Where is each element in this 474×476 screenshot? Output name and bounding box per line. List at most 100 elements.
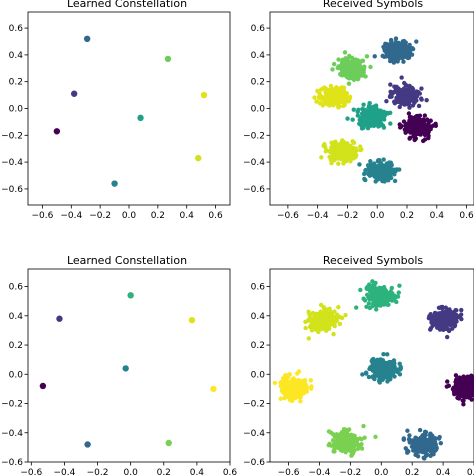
received-symbol	[361, 125, 366, 130]
received-symbol	[428, 326, 434, 331]
x-tick-label: 0.6	[208, 211, 223, 221]
symbol-cluster	[384, 75, 429, 110]
axes-frame	[269, 268, 474, 463]
received-symbol	[353, 146, 359, 151]
received-symbol	[440, 306, 445, 312]
received-symbol	[378, 121, 384, 126]
constellation-point	[200, 91, 208, 99]
received-symbol	[431, 451, 436, 457]
constellation-point	[70, 90, 78, 97]
received-symbol	[387, 163, 392, 169]
constellation-point	[122, 365, 129, 372]
received-symbol	[375, 286, 380, 292]
x-tick-label: 0.0	[123, 468, 138, 476]
x-tick-label: 0.0	[370, 211, 385, 221]
received-symbol	[388, 82, 393, 87]
received-symbol	[329, 160, 334, 166]
constellation-point	[165, 439, 172, 447]
received-symbol	[459, 391, 464, 396]
received-symbol	[388, 121, 393, 126]
received-symbol	[367, 297, 372, 302]
x-tick-label: −0.4	[309, 468, 331, 476]
received-symbol	[358, 147, 363, 153]
received-symbol	[399, 75, 404, 80]
x-tick-label: 0.6	[467, 468, 474, 476]
received-symbol	[420, 138, 426, 144]
received-symbol	[411, 448, 416, 453]
constellation-point	[56, 315, 63, 322]
received-symbol	[371, 367, 377, 372]
received-symbol	[350, 117, 355, 122]
received-symbol	[282, 380, 287, 385]
received-symbol	[330, 67, 335, 72]
received-symbol	[338, 435, 343, 440]
received-symbol	[433, 445, 438, 450]
constellation-point	[84, 441, 91, 448]
received-symbol	[407, 114, 413, 120]
received-symbol	[358, 287, 363, 293]
received-symbol	[405, 428, 410, 433]
x-tick-label: 0.6	[223, 468, 238, 476]
received-symbol	[393, 44, 398, 49]
received-symbol	[355, 58, 361, 63]
received-symbol	[332, 434, 337, 439]
received-symbol	[323, 94, 328, 99]
symbol-cluster	[444, 373, 474, 407]
received-symbol	[382, 45, 387, 50]
received-symbol	[357, 144, 363, 149]
symbol-cluster	[303, 302, 348, 341]
received-symbol	[328, 83, 334, 89]
received-symbol	[380, 369, 385, 374]
received-symbol	[329, 93, 335, 99]
y-tick-label: −0.6	[243, 458, 265, 468]
received-symbol	[420, 445, 425, 450]
received-symbol	[337, 155, 343, 160]
constellation-point	[53, 128, 61, 135]
y-tick-label: −0.2	[243, 400, 265, 410]
symbol-cluster	[354, 279, 402, 312]
received-symbol	[367, 282, 372, 287]
received-symbol	[318, 302, 324, 308]
y-tick-label: 0.4	[251, 312, 266, 322]
received-symbol	[335, 90, 341, 96]
received-symbol	[387, 170, 393, 176]
received-symbol	[340, 441, 345, 447]
y-tick-label: −0.2	[1, 400, 23, 410]
received-symbol	[461, 402, 466, 407]
received-symbol	[343, 433, 348, 438]
received-symbol	[326, 429, 332, 434]
received-symbol	[336, 304, 341, 310]
received-symbol	[395, 59, 400, 64]
received-symbol	[306, 336, 311, 341]
x-tick-label: −0.4	[60, 211, 82, 221]
received-symbol	[394, 88, 400, 93]
received-symbol	[372, 162, 377, 168]
received-symbol	[318, 312, 323, 317]
received-symbol	[424, 97, 429, 103]
received-symbol	[303, 325, 308, 331]
constellation-point	[111, 180, 118, 187]
received-symbol	[405, 98, 411, 103]
received-symbol	[407, 440, 413, 445]
received-symbol	[379, 295, 384, 300]
received-symbol	[330, 146, 335, 152]
received-symbol	[389, 49, 395, 54]
received-symbol	[411, 98, 416, 103]
received-symbol	[445, 313, 451, 319]
received-symbol	[355, 61, 360, 67]
received-symbol	[339, 96, 344, 101]
received-symbol	[283, 373, 288, 378]
y-tick-label: 0.2	[251, 341, 265, 351]
received-symbol	[316, 94, 322, 100]
received-symbol	[417, 91, 423, 96]
received-symbol	[331, 331, 336, 337]
received-symbol	[307, 313, 313, 318]
received-symbol	[417, 427, 423, 433]
x-tick-label: 0.2	[400, 211, 414, 221]
panel-title: Received Symbols	[323, 254, 424, 267]
constellation-point	[137, 114, 144, 122]
received-symbol	[380, 53, 385, 59]
symbol-cluster	[401, 427, 444, 461]
received-symbol	[358, 120, 364, 125]
received-symbol	[294, 371, 300, 376]
